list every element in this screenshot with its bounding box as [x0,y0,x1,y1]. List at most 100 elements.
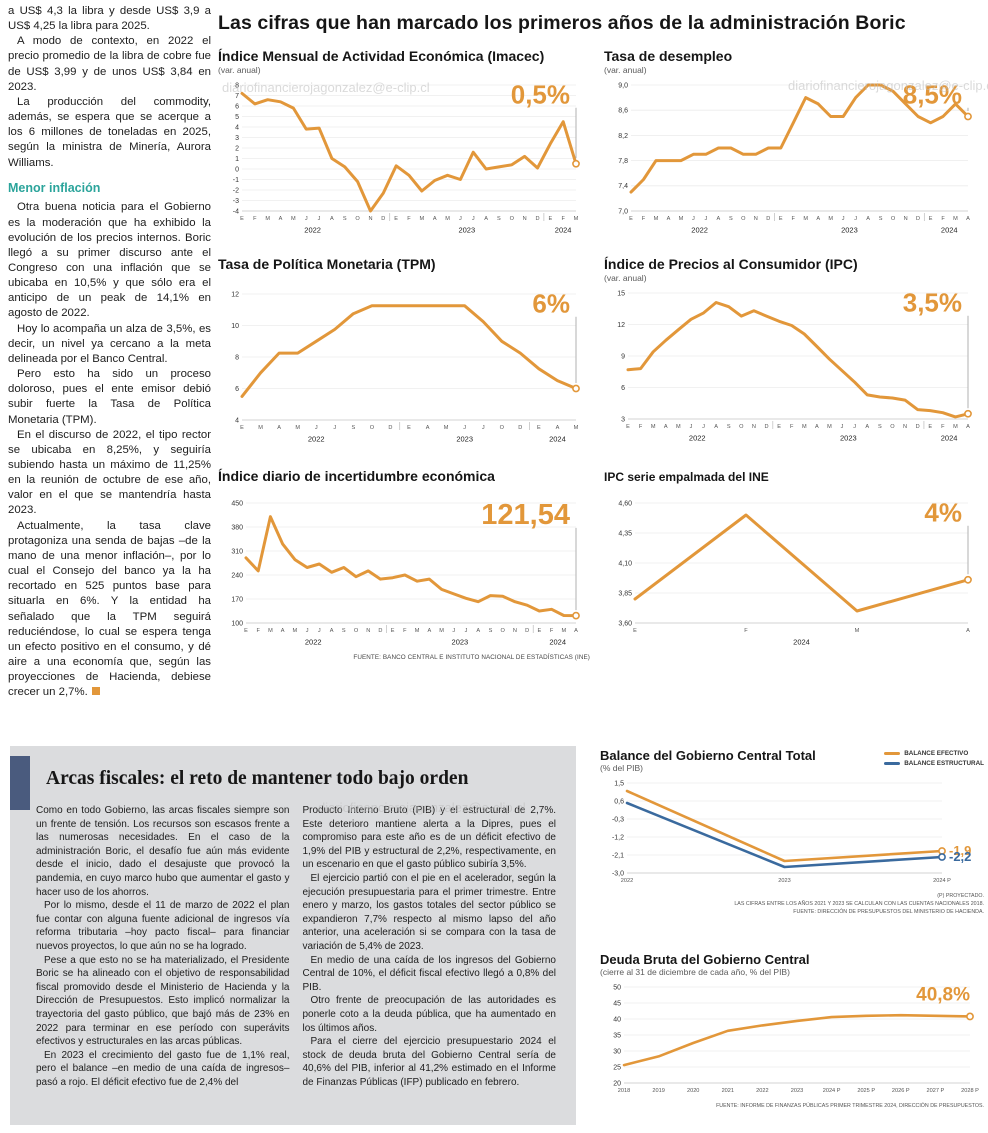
svg-text:S: S [497,216,501,222]
svg-text:M: M [561,628,566,634]
svg-text:D: D [535,216,539,222]
article-paragraph: a US$ 4,3 la libra y desde US$ 3,9 a US$… [8,5,211,33]
svg-text:8: 8 [235,354,239,361]
svg-text:2021: 2021 [722,1088,734,1094]
svg-text:-1,9: -1,9 [949,843,971,858]
svg-text:40: 40 [613,1016,621,1023]
svg-text:-1: -1 [233,177,239,184]
chart-subtitle: (var. anual) [218,65,261,75]
svg-text:170: 170 [231,596,243,603]
svg-text:M: M [828,216,833,222]
svg-text:S: S [351,425,355,431]
fiscal-paragraph: Producto Interno Bruto (PIB) y el estruc… [302,805,557,871]
svg-text:3: 3 [621,416,625,423]
chart-header: Balance del Gobierno Central Total (% de… [600,748,984,775]
svg-text:J: J [315,425,318,431]
svg-text:O: O [890,424,895,430]
svg-text:M: M [415,628,420,634]
svg-text:N: N [523,216,527,222]
svg-text:O: O [741,216,746,222]
svg-text:0,5%: 0,5% [511,80,570,110]
svg-text:S: S [878,424,882,430]
svg-text:-2,2: -2,2 [949,849,971,864]
svg-text:O: O [500,628,505,634]
svg-text:0,6: 0,6 [614,798,624,805]
svg-text:M: M [679,216,684,222]
svg-text:1,5: 1,5 [614,780,624,787]
legend-item-efectivo: BALANCE EFECTIVO [884,750,984,757]
fiscal-paragraph: Pese a que esto no se ha materializado, … [36,954,290,1048]
svg-text:N: N [513,628,517,634]
desempleo-line-chart: 9,08,68,27,87,47,0E F M A M J J A S O N D E F M A M J J A S O… [618,80,972,235]
chart-imacec: Índice Mensual de Actividad Económica (I… [218,48,590,240]
svg-text:D: D [388,425,392,431]
svg-text:J: J [692,216,695,222]
svg-text:M: M [265,216,270,222]
chart-title: Índice Mensual de Actividad Económica (I… [218,48,545,64]
svg-text:E: E [929,216,933,222]
svg-text:F: F [941,424,945,430]
svg-text:E: E [626,424,630,430]
svg-text:2024: 2024 [549,638,566,647]
svg-text:0: 0 [235,166,239,173]
svg-text:M: M [445,216,450,222]
svg-text:M: M [295,425,300,431]
svg-text:20: 20 [613,1080,621,1087]
svg-text:D: D [381,216,385,222]
svg-text:7,0: 7,0 [618,208,628,215]
svg-text:2023: 2023 [841,226,858,235]
svg-text:2024: 2024 [549,435,566,444]
svg-text:J: J [459,216,462,222]
chart-title: Índice de Precios al Consumidor (IPC) [604,256,858,272]
svg-text:A: A [281,628,285,634]
article-left-column: a US$ 4,3 la libra y desde US$ 3,9 a US$… [8,4,211,701]
svg-text:M: M [676,424,681,430]
svg-text:8: 8 [235,82,239,89]
svg-text:3: 3 [235,135,239,142]
svg-text:4,35: 4,35 [618,530,632,537]
svg-text:A: A [966,424,970,430]
svg-text:E: E [240,216,244,222]
svg-text:4%: 4% [924,498,962,528]
svg-text:J: J [841,424,844,430]
svg-text:S: S [343,216,347,222]
svg-text:E: E [633,628,637,634]
svg-text:J: J [318,216,321,222]
svg-text:A: A [556,425,560,431]
svg-text:J: J [854,216,857,222]
legend-label: BALANCE EFECTIVO [904,750,969,757]
article-paragraph: La producción del commodity, además, se … [8,95,211,169]
svg-text:D: D [378,628,382,634]
svg-text:2022: 2022 [305,638,322,647]
svg-text:2019: 2019 [652,1088,664,1094]
svg-text:A: A [426,425,430,431]
svg-text:J: J [704,216,707,222]
svg-text:2018: 2018 [618,1088,630,1094]
svg-text:2024: 2024 [941,226,958,235]
svg-text:E: E [548,216,552,222]
legend-item-estructural: BALANCE ESTRUCTURAL [884,760,984,767]
svg-text:50: 50 [613,984,621,991]
svg-text:2023: 2023 [458,226,475,235]
svg-text:M: M [953,216,958,222]
svg-text:2024: 2024 [793,638,810,647]
svg-text:8,2: 8,2 [618,133,628,140]
svg-text:O: O [370,425,375,431]
svg-text:A: A [427,628,431,634]
svg-text:240: 240 [231,572,243,579]
svg-text:E: E [779,216,783,222]
svg-text:2022: 2022 [621,878,633,884]
svg-text:J: J [333,425,336,431]
svg-text:M: M [654,216,659,222]
svg-text:100: 100 [231,620,243,627]
svg-text:M: M [855,628,860,634]
svg-text:A: A [277,425,281,431]
svg-text:O: O [354,628,359,634]
article-paragraph: Otra buena noticia para el Gobierno es l… [8,201,211,320]
svg-text:F: F [792,216,796,222]
svg-text:M: M [953,424,958,430]
svg-text:A: A [476,628,480,634]
svg-text:15: 15 [617,290,625,297]
